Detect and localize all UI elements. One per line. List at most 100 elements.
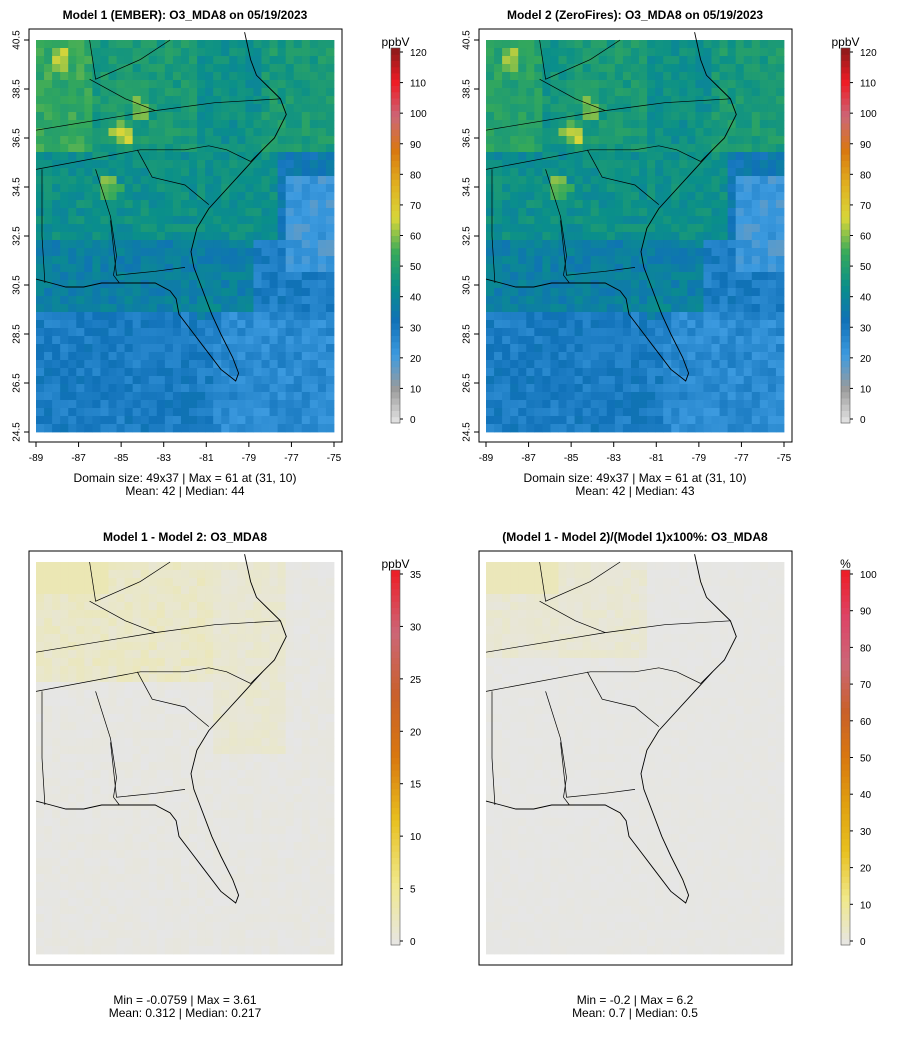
heatmap-cell [647, 152, 656, 161]
heatmap-cell [703, 216, 712, 225]
heatmap-cell [269, 168, 279, 177]
heatmap-cell [269, 674, 279, 683]
heatmap-cell [277, 336, 287, 345]
heatmap-cell [261, 344, 270, 353]
heatmap-cell [92, 328, 101, 337]
heatmap-cell [164, 706, 174, 715]
heatmap-cell [44, 562, 53, 571]
heatmap-cell [52, 64, 61, 73]
heatmap-cell [68, 328, 77, 337]
heatmap-cell [221, 384, 230, 393]
heatmap-cell [630, 40, 640, 49]
heatmap-cell [719, 264, 729, 273]
heatmap-cell [301, 722, 311, 731]
heatmap-cell [44, 610, 53, 619]
heatmap-cell [132, 674, 142, 683]
heatmap-cell [261, 674, 270, 683]
heatmap-cell [205, 152, 214, 161]
heatmap-cell [767, 296, 777, 305]
heatmap-cell [743, 96, 753, 105]
heatmap-cell [614, 344, 624, 353]
heatmap-cell [679, 216, 688, 225]
heatmap-cell [156, 618, 166, 627]
heatmap-cell [663, 408, 672, 417]
heatmap-cell [293, 56, 303, 65]
heatmap-cell [197, 666, 206, 675]
heatmap-cell [614, 136, 624, 145]
heatmap-cell [293, 416, 303, 425]
heatmap-cell [229, 714, 238, 723]
heatmap-cell [671, 72, 680, 81]
heatmap-cell [124, 184, 134, 193]
heatmap-cell [727, 304, 737, 313]
heatmap-cell [277, 280, 287, 289]
heatmap-cell [494, 64, 503, 73]
heatmap-cell [767, 200, 777, 209]
heatmap-cell [229, 336, 238, 345]
heatmap-cell [679, 88, 688, 97]
heatmap-cell [325, 786, 335, 795]
y-tick-label: 24.5 [462, 422, 473, 442]
heatmap-cell [205, 296, 214, 305]
heatmap-cell [44, 762, 53, 771]
heatmap-cell [614, 368, 624, 377]
heatmap-cell [156, 88, 166, 97]
heatmap-cell [494, 216, 503, 225]
heatmap-cell [52, 376, 61, 385]
heatmap-cell [751, 200, 761, 209]
heatmap-cell [269, 344, 279, 353]
heatmap-cell [550, 64, 559, 73]
heatmap-cell [639, 216, 648, 225]
colorbar-segment [391, 260, 400, 268]
heatmap-cell [44, 682, 53, 691]
heatmap-cell [293, 690, 303, 699]
heatmap-cell [550, 128, 559, 137]
heatmap-cell [759, 328, 769, 337]
heatmap-cell [590, 280, 600, 289]
heatmap-cell [325, 80, 335, 89]
heatmap-cell [293, 120, 303, 129]
heatmap-cell [229, 392, 238, 401]
heatmap-cell [775, 400, 785, 409]
heatmap-cell [52, 344, 61, 353]
heatmap-cell [663, 152, 672, 161]
heatmap-cell [703, 168, 712, 177]
heatmap-cell [124, 128, 134, 137]
heatmap-cell [679, 232, 688, 241]
heatmap-cell [261, 144, 270, 153]
heatmap-cell [60, 144, 69, 153]
heatmap-cell [92, 160, 101, 169]
heatmap-cell [703, 288, 712, 297]
heatmap-cell [502, 112, 511, 121]
heatmap-cell [767, 424, 777, 433]
heatmap-cell [775, 424, 785, 433]
heatmap-cell [156, 264, 166, 273]
heatmap-cell [606, 328, 616, 337]
heatmap-cell [164, 674, 174, 683]
heatmap-cell [309, 610, 319, 619]
heatmap-cell [735, 104, 745, 113]
heatmap-cell [253, 730, 262, 739]
heatmap-cell [44, 722, 53, 731]
heatmap-cell [655, 240, 664, 249]
heatmap-cell [189, 168, 198, 177]
heatmap-cell [172, 336, 182, 345]
heatmap-cell [189, 658, 198, 667]
heatmap-cell [213, 224, 222, 233]
heatmap-cell [671, 104, 680, 113]
heatmap-cell [582, 224, 592, 233]
heatmap-cell [229, 376, 238, 385]
heatmap-cell [566, 320, 575, 329]
heatmap-cell [253, 248, 262, 257]
heatmap-cell [164, 690, 174, 699]
heatmap-cell [213, 272, 222, 281]
colorbar-tick-label: 100 [410, 109, 427, 120]
heatmap-cell [743, 320, 753, 329]
heatmap-cell [197, 746, 206, 755]
heatmap-cell [703, 80, 712, 89]
heatmap-cell [630, 384, 640, 393]
heatmap-cell [100, 594, 109, 603]
heatmap-cell [671, 352, 680, 361]
heatmap-cell [124, 706, 134, 715]
heatmap-cell [60, 184, 69, 193]
